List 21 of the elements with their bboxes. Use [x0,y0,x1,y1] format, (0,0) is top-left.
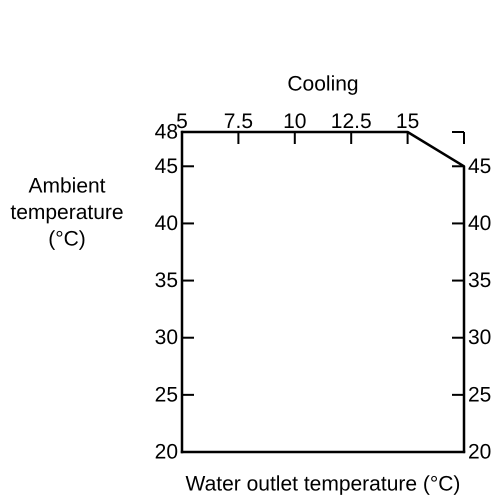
x-tick-label: 10 [283,110,306,133]
y2-tick-label: 45 [468,154,492,178]
y-tick-label: 20 [154,440,178,464]
y-tick-label: 48 [154,120,178,144]
x-tick-label: 7.5 [224,110,253,133]
y-tick-label: 35 [154,269,178,292]
x-tick-label: 5 [176,110,188,133]
y2-tick-label: 25 [468,383,492,406]
y-tick-label: 40 [154,212,178,235]
x-axis-title: Water outlet temperature (°C) [186,472,460,496]
y-tick-label: 30 [154,326,178,350]
x-tick-label: 12.5 [330,110,372,133]
x-tick-label: 15 [396,110,420,133]
y-tick-label: 45 [154,154,178,178]
y2-tick-label: 30 [468,326,492,350]
y-axis-title: Ambient temperature (°C) [10,174,124,250]
y2-tick-label: 35 [468,269,492,292]
y2-tick-label: 40 [468,212,492,235]
chart-title: Cooling [287,72,359,96]
y-tick-label: 25 [154,383,178,406]
y2-tick-label: 20 [468,440,492,464]
